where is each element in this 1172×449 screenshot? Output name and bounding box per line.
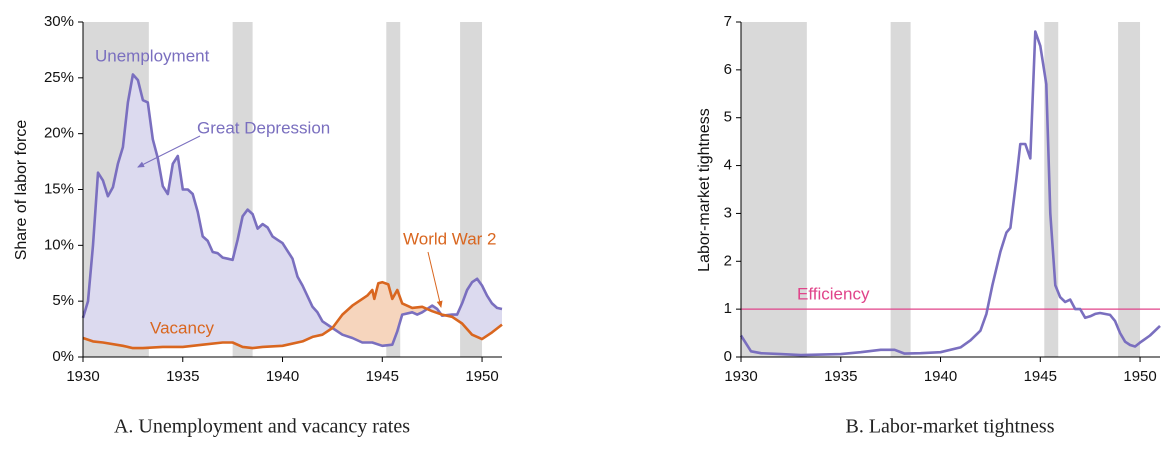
y-tick-label: 3 [724, 204, 732, 221]
caption: A. Unemployment and vacancy rates [114, 416, 410, 438]
y-tick-label: 20% [44, 125, 74, 142]
x-tick-label: 1930 [66, 368, 99, 385]
y-tick-label: 1 [724, 300, 732, 317]
y-tick-label: 2 [724, 252, 732, 269]
caption: B. Labor-market tightness [846, 416, 1055, 438]
x-tick-label: 1935 [166, 368, 199, 385]
x-tick-label: 1930 [724, 368, 757, 385]
y-tick-label: 25% [44, 69, 74, 86]
x-tick-label: 1935 [824, 368, 857, 385]
recession-band [890, 22, 911, 357]
y-axis-label: Labor-market tightness [696, 108, 713, 272]
annotation: Vacancy [150, 318, 214, 337]
x-tick-label: 1950 [465, 368, 498, 385]
y-tick-label: 7 [724, 13, 732, 30]
reference-label: Efficiency [797, 285, 870, 304]
line-series [81, 73, 503, 348]
annotation: Great Depression [197, 118, 330, 137]
x-tick-label: 1945 [366, 368, 399, 385]
x-tick-label: 1950 [1123, 368, 1156, 385]
line-series [82, 280, 503, 350]
annotation-arrow [137, 135, 201, 168]
y-tick-label: 0 [724, 348, 732, 365]
x-tick-label: 1940 [924, 368, 957, 385]
recession-band [386, 22, 401, 357]
recession-band [460, 22, 483, 357]
y-axis-label: Share of labor force [13, 120, 30, 261]
x-tick-label: 1945 [1024, 368, 1057, 385]
annotation-arrow [427, 251, 443, 308]
y-tick-label: 0% [52, 348, 74, 365]
annotation: Unemployment [95, 46, 210, 65]
y-tick-label: 30% [44, 13, 74, 30]
x-tick-label: 1940 [266, 368, 299, 385]
recession-band [1118, 22, 1141, 357]
recession-band [741, 22, 807, 357]
y-tick-label: 10% [44, 236, 74, 253]
y-tick-label: 5 [724, 109, 732, 126]
y-tick-label: 5% [52, 292, 74, 309]
y-tick-label: 15% [44, 180, 74, 197]
annotation: World War 2 [403, 229, 497, 248]
y-tick-label: 4 [724, 157, 732, 174]
line-series [739, 30, 1161, 357]
area-fill [83, 74, 502, 349]
y-tick-label: 6 [724, 61, 732, 78]
recession-band [1044, 22, 1059, 357]
